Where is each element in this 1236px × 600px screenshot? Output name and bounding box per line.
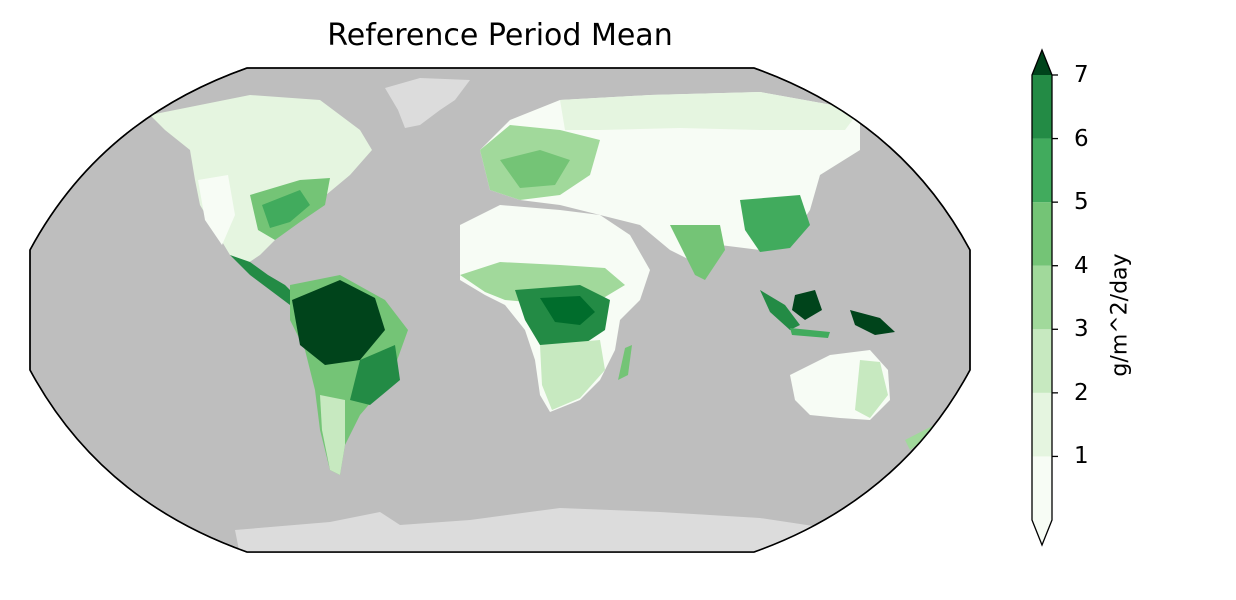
- colorbar-tick-label: 5: [1074, 189, 1089, 216]
- new-guinea: [850, 310, 895, 335]
- europe-center: [500, 150, 570, 188]
- colorbar-tick-label: 6: [1074, 125, 1089, 152]
- colorbar-tick-label: 4: [1074, 252, 1089, 279]
- southern-africa: [540, 340, 605, 410]
- colorbar-tick-label: 7: [1074, 62, 1089, 88]
- colorbar-tick-label: 2: [1074, 379, 1089, 406]
- india-land: [670, 225, 725, 280]
- greenland-land: [385, 78, 470, 128]
- colorbar-extend-max: [1032, 50, 1052, 75]
- colorbar-extend-min: [1032, 520, 1052, 545]
- south-america-east: [350, 345, 400, 405]
- colorbar-segment: [1032, 138, 1052, 203]
- colorbar-outline: [1031, 48, 1053, 547]
- congo-core: [540, 296, 595, 325]
- colorbar-segment: [1032, 456, 1052, 520]
- russia-north: [560, 92, 860, 130]
- antarctica-land: [235, 508, 840, 552]
- australia-east: [855, 360, 888, 418]
- colorbar-segment: [1032, 265, 1052, 330]
- world-map: [29, 67, 971, 553]
- china-south: [740, 195, 810, 252]
- colorbar-segment: [1032, 392, 1052, 457]
- globe-outline: [29, 67, 971, 553]
- amazon-basin: [292, 280, 385, 365]
- north-america-west: [198, 175, 235, 245]
- central-america-land: [230, 255, 300, 305]
- north-america-southeast: [262, 190, 310, 228]
- colorbar-label: g/m^2/day: [1107, 253, 1133, 377]
- colorbar-segment: [1032, 75, 1052, 139]
- colorbar-tick-label: 3: [1074, 316, 1089, 343]
- north-america-land: [150, 95, 372, 265]
- madagascar: [618, 345, 632, 380]
- sumatra: [760, 290, 800, 330]
- colorbar-tick-label: 1: [1074, 443, 1089, 470]
- colorbar: [1031, 48, 1058, 547]
- map-title: Reference Period Mean: [327, 18, 673, 53]
- south-america-south: [320, 395, 345, 475]
- borneo: [792, 290, 822, 320]
- java: [790, 328, 830, 338]
- colorbar-segment: [1032, 329, 1052, 393]
- colorbar-segment: [1032, 202, 1052, 266]
